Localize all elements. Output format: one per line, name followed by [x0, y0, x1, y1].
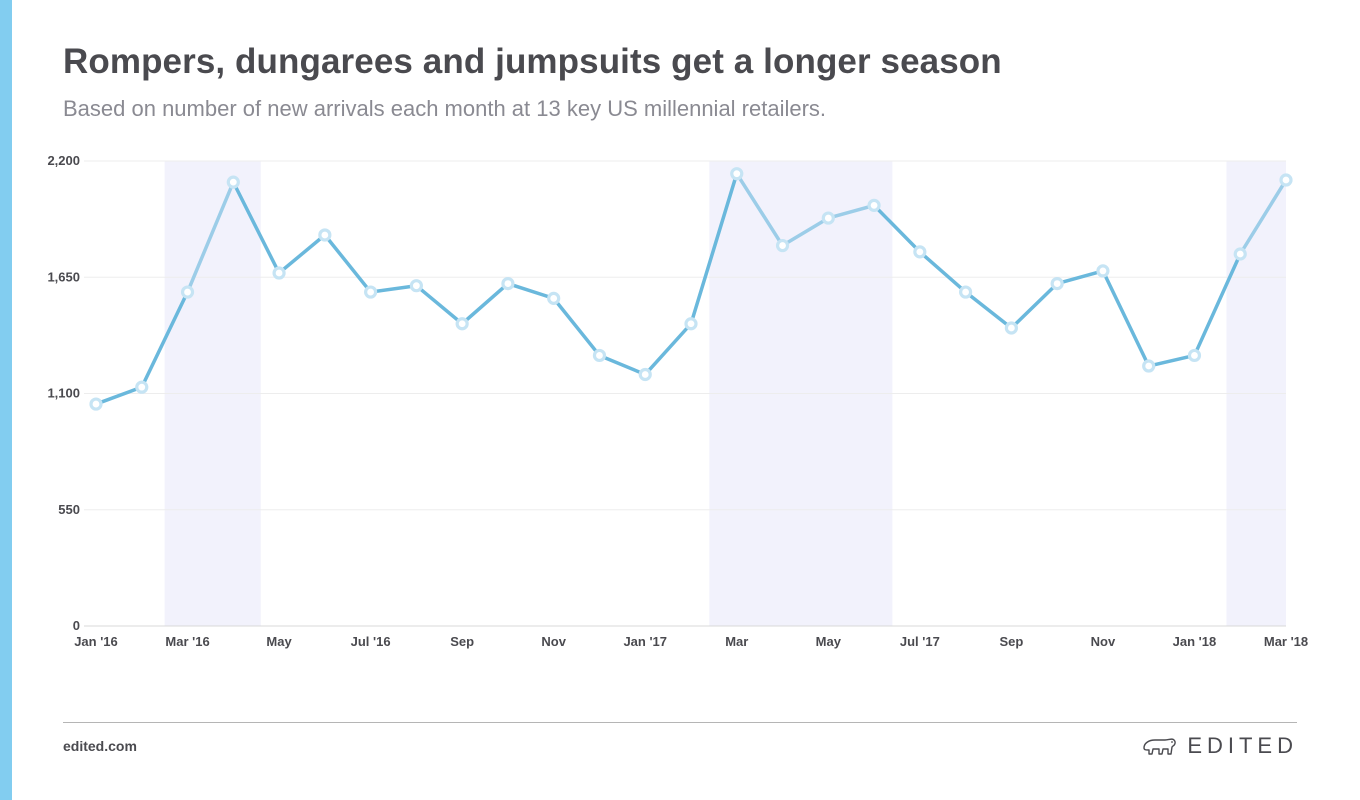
- data-point: [959, 285, 973, 299]
- data-point: [1004, 321, 1018, 335]
- series-segment: [506, 281, 556, 301]
- series-segment: [597, 353, 647, 377]
- data-point: [547, 291, 561, 305]
- x-tick-label: Jan '16: [74, 634, 118, 649]
- series-segment: [872, 203, 922, 254]
- data-point: [318, 228, 332, 242]
- series-segment: [551, 296, 602, 358]
- x-tick-label: Mar '18: [1264, 634, 1308, 649]
- y-tick-label: 1,100: [47, 386, 80, 401]
- data-point: [1187, 348, 1202, 363]
- data-point: [455, 317, 469, 331]
- gridlines: [84, 160, 1286, 627]
- series-segment: [1009, 281, 1059, 330]
- x-tick-label: Mar '16: [165, 634, 209, 649]
- x-tick-label: Jul '17: [900, 634, 940, 649]
- footer-divider: [63, 722, 1297, 723]
- y-tick-label: 2,200: [47, 153, 80, 168]
- x-tick-label: Jul '16: [351, 634, 391, 649]
- y-tick-label: 0: [73, 618, 80, 633]
- data-point: [226, 175, 240, 189]
- x-tick-label: Jan '17: [623, 634, 667, 649]
- data-point: [730, 167, 744, 181]
- x-axis: Jan '16 Mar '16 May Jul '16 Sep Nov Jan '17 Mar…: [74, 634, 1308, 649]
- series-segment: [735, 171, 785, 248]
- series-segment: [1101, 269, 1151, 368]
- data-point: [1279, 173, 1293, 187]
- x-tick-label: Mar: [725, 634, 748, 649]
- chart-subtitle: Based on number of new arrivals each mon…: [63, 96, 827, 121]
- data-point: [1050, 276, 1064, 291]
- series-segment: [414, 283, 464, 326]
- y-tick-label: 1,650: [47, 269, 80, 284]
- x-tick-label: Nov: [541, 634, 566, 649]
- series-segment: [1238, 178, 1288, 256]
- data-point: [501, 276, 515, 291]
- data-point: [364, 285, 378, 299]
- line-chart: 0 550 1,100 1,650 2,200 Jan '16 Mar '16 May Jul…: [47, 153, 1308, 649]
- data-point: [180, 285, 195, 299]
- series-segment: [277, 233, 327, 275]
- y-tick-label: 550: [58, 502, 80, 517]
- series-segment: [643, 322, 693, 377]
- x-tick-label: Jan '18: [1173, 634, 1217, 649]
- chart-title: Rompers, dungarees and jumpsuits get a l…: [63, 42, 1002, 81]
- series-segment: [689, 171, 739, 326]
- x-tick-label: Nov: [1091, 634, 1116, 649]
- x-tick-label: May: [266, 634, 292, 649]
- series-segment: [780, 216, 831, 248]
- data-point: [409, 279, 423, 293]
- y-axis: 0 550 1,100 1,650 2,200: [47, 153, 80, 633]
- accent-bar: [0, 0, 12, 800]
- brand-logo: EDITED: [1141, 733, 1298, 759]
- series-segment: [963, 290, 1014, 330]
- series-segment: [185, 180, 236, 294]
- data-point: [272, 266, 286, 280]
- x-tick-label: Sep: [450, 634, 474, 649]
- series-segment: [94, 385, 144, 406]
- series-segment: [231, 180, 281, 275]
- data-point: [1142, 359, 1156, 373]
- brand-name: EDITED: [1187, 733, 1298, 758]
- series: [89, 167, 1293, 411]
- x-tick-label: Sep: [999, 634, 1023, 649]
- series-segment: [140, 290, 190, 389]
- footer-site[interactable]: edited.com: [63, 738, 137, 754]
- series-segment: [460, 281, 510, 326]
- data-point: [684, 317, 698, 331]
- series-segment: [1055, 269, 1105, 286]
- series-segment: [1192, 252, 1242, 358]
- data-point: [592, 348, 607, 363]
- data-point: [775, 238, 790, 253]
- series-segment: [826, 203, 876, 220]
- data-point: [1233, 247, 1247, 261]
- data-point: [638, 367, 652, 382]
- data-point: [135, 380, 149, 394]
- series-segment: [323, 233, 373, 294]
- series-segment: [1146, 353, 1197, 368]
- x-tick-label: May: [816, 634, 842, 649]
- data-point: [89, 397, 103, 411]
- data-point: [913, 245, 927, 259]
- data-point: [821, 211, 835, 225]
- series-segment: [918, 250, 968, 294]
- data-point: [1096, 264, 1110, 278]
- data-point: [867, 198, 881, 212]
- polar-bear-icon: [1143, 738, 1177, 755]
- series-segment: [368, 283, 419, 294]
